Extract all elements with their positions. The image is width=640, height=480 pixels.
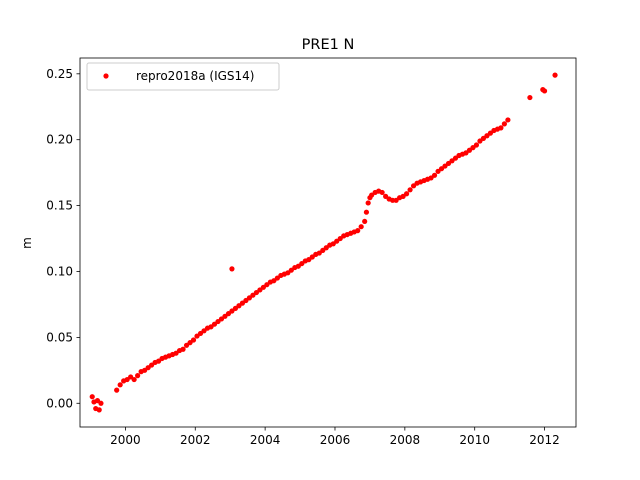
y-tick-label: 0.05 <box>46 330 73 344</box>
data-point <box>96 407 102 413</box>
y-tick-label: 0.25 <box>46 67 73 81</box>
x-tick-label: 2000 <box>110 433 141 447</box>
legend: repro2018a (IGS14) <box>86 62 280 91</box>
data-point <box>498 125 504 131</box>
data-point <box>98 400 104 406</box>
data-point <box>355 228 361 234</box>
data-point <box>114 387 120 393</box>
legend-label: repro2018a (IGS14) <box>136 69 254 83</box>
y-tick-label: 0.00 <box>46 396 73 410</box>
data-points <box>89 72 558 413</box>
data-point <box>362 218 368 225</box>
x-tick-label: 2004 <box>250 433 281 447</box>
data-point <box>229 266 235 272</box>
data-point <box>407 187 413 193</box>
x-tick-label: 2006 <box>320 433 351 447</box>
data-point <box>431 172 438 178</box>
data-point <box>89 394 95 400</box>
x-tick-label: 2002 <box>180 433 211 447</box>
y-tick-label: 0.10 <box>46 264 73 278</box>
plot-frame <box>79 57 577 428</box>
data-point <box>190 337 197 343</box>
data-point <box>180 346 186 352</box>
x-tick-label: 2008 <box>390 433 421 447</box>
axes: 2000 2002 2004 2006 2008 2010 2012 0.00 0.05 0.10… <box>46 57 577 447</box>
data-point <box>541 88 548 94</box>
data-point <box>365 200 371 206</box>
data-point <box>403 191 410 197</box>
data-point <box>501 121 507 127</box>
data-point <box>358 224 364 230</box>
data-point <box>527 94 533 101</box>
legend-marker <box>103 73 109 79</box>
chart-title: PRE1 N <box>302 37 355 53</box>
x-tick-label: 2012 <box>529 433 560 447</box>
legend-box <box>86 62 280 91</box>
data-point <box>135 373 141 379</box>
data-point <box>363 209 370 215</box>
y-tick-label: 0.15 <box>46 199 73 213</box>
data-point <box>473 142 480 148</box>
data-point <box>505 117 511 123</box>
data-point <box>552 72 558 78</box>
data-point <box>379 189 385 196</box>
data-point <box>117 382 123 388</box>
x-tick-label: 2010 <box>459 433 490 447</box>
y-tick-label: 0.20 <box>46 133 73 147</box>
data-point <box>131 376 137 383</box>
y-axis-label: m <box>20 237 34 249</box>
